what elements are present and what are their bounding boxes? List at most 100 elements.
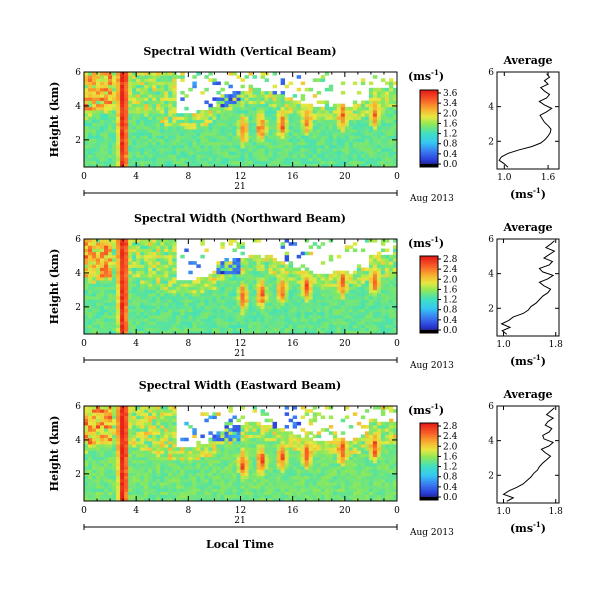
heatmap-cell — [116, 94, 121, 98]
heatmap-cell — [188, 289, 193, 294]
heatmap-cell — [312, 286, 318, 291]
heatmap-cell — [372, 144, 378, 149]
heatmap-cell — [188, 472, 193, 477]
heatmap-cell — [120, 456, 125, 461]
heatmap-cell — [388, 97, 394, 101]
heatmap-cell — [392, 100, 397, 105]
heatmap-cell — [160, 475, 165, 480]
heatmap-cell — [96, 163, 101, 167]
heatmap-cell — [196, 475, 201, 480]
heatmap-cell — [140, 242, 145, 246]
heatmap-cell — [348, 289, 354, 294]
heatmap-cell — [128, 425, 133, 429]
heatmap-cell — [320, 163, 326, 167]
heatmap-cell — [204, 330, 209, 334]
heatmap-cell — [112, 106, 117, 111]
heatmap-cell — [320, 141, 326, 146]
heatmap-cell — [124, 258, 129, 262]
heatmap-cell — [160, 122, 165, 127]
heatmap-cell — [160, 110, 165, 114]
heatmap-cell — [88, 119, 93, 124]
x-tick-label: 0 — [81, 172, 87, 182]
heatmap-cell — [372, 330, 378, 334]
y-tick-label: 2 — [75, 303, 81, 313]
heatmap-cell — [368, 261, 374, 265]
heatmap-cell — [372, 154, 378, 158]
heatmap-cell — [164, 277, 169, 281]
heatmap-cell — [320, 318, 326, 322]
heatmap-cell — [344, 141, 350, 146]
heatmap-cell — [252, 148, 257, 152]
heatmap-cell — [144, 459, 149, 464]
heatmap-cell — [236, 151, 241, 155]
heatmap-cell — [120, 330, 125, 334]
heatmap-cell — [224, 163, 229, 167]
heatmap-cell — [156, 81, 161, 86]
heatmap-cell — [144, 251, 149, 256]
heatmap-cell — [204, 308, 209, 313]
heatmap-cell — [368, 129, 374, 133]
heatmap-cell — [376, 302, 382, 306]
heatmap-cell — [116, 103, 121, 108]
heatmap-cell — [144, 286, 149, 291]
heatmap-cell — [332, 270, 338, 275]
heatmap-cell — [116, 239, 121, 243]
heatmap-cell — [360, 144, 366, 149]
heatmap-cell — [368, 286, 374, 291]
heatmap-cell — [116, 418, 121, 423]
heatmap-cell — [120, 154, 125, 158]
heatmap-cell — [100, 245, 105, 249]
heatmap-cell — [192, 428, 197, 432]
heatmap-cell — [184, 475, 189, 480]
heatmap-cell — [176, 302, 181, 306]
heatmap-cell — [196, 292, 201, 297]
heatmap-cell — [208, 292, 213, 297]
heatmap-cell — [148, 148, 153, 152]
heatmap-cell — [144, 491, 149, 496]
heatmap-cell — [148, 330, 153, 334]
heatmap-cell — [260, 157, 265, 162]
heatmap-cell — [308, 106, 314, 111]
heatmap-cell — [328, 106, 334, 111]
heatmap-cell — [116, 482, 121, 486]
heatmap-cell — [132, 258, 137, 262]
heatmap-cell — [388, 87, 394, 92]
heatmap-cell — [128, 456, 133, 461]
heatmap-cell — [388, 315, 394, 319]
heatmap-cell — [244, 302, 249, 306]
heatmap-cell — [232, 100, 237, 105]
heatmap-cell — [288, 292, 294, 297]
heatmap-cell — [164, 437, 169, 442]
heatmap-cell — [252, 141, 257, 146]
heatmap-cell — [216, 163, 221, 167]
heatmap-cell — [104, 94, 109, 98]
heatmap-cell — [160, 418, 165, 423]
heatmap-cell — [340, 289, 346, 294]
heatmap-cell — [304, 305, 310, 310]
heatmap-cell — [336, 125, 342, 130]
heatmap-cell — [136, 163, 141, 167]
heatmap-cell — [236, 141, 241, 146]
heatmap-cell — [256, 315, 261, 319]
heatmap-cell — [172, 151, 177, 155]
heatmap-cell — [292, 151, 298, 155]
heatmap-cell — [380, 138, 386, 143]
heatmap-cell — [140, 311, 145, 316]
heatmap-cells — [84, 406, 397, 501]
heatmap-cell — [204, 87, 209, 92]
heatmap-cell — [84, 261, 89, 265]
heatmap-cell — [208, 299, 213, 303]
heatmap-cell — [292, 110, 298, 114]
heatmap-cell — [356, 302, 362, 306]
heatmap-cell — [116, 138, 121, 143]
heatmap-cell — [284, 97, 290, 101]
heatmap-cell — [144, 160, 149, 165]
heatmap-cell — [192, 261, 197, 265]
heatmap-cell — [112, 81, 117, 86]
heatmap-cell — [144, 482, 149, 486]
heatmap-cell — [236, 283, 241, 287]
heatmap-cell — [152, 415, 157, 420]
heatmap-cell — [124, 478, 129, 483]
heatmap-cell — [360, 116, 366, 120]
